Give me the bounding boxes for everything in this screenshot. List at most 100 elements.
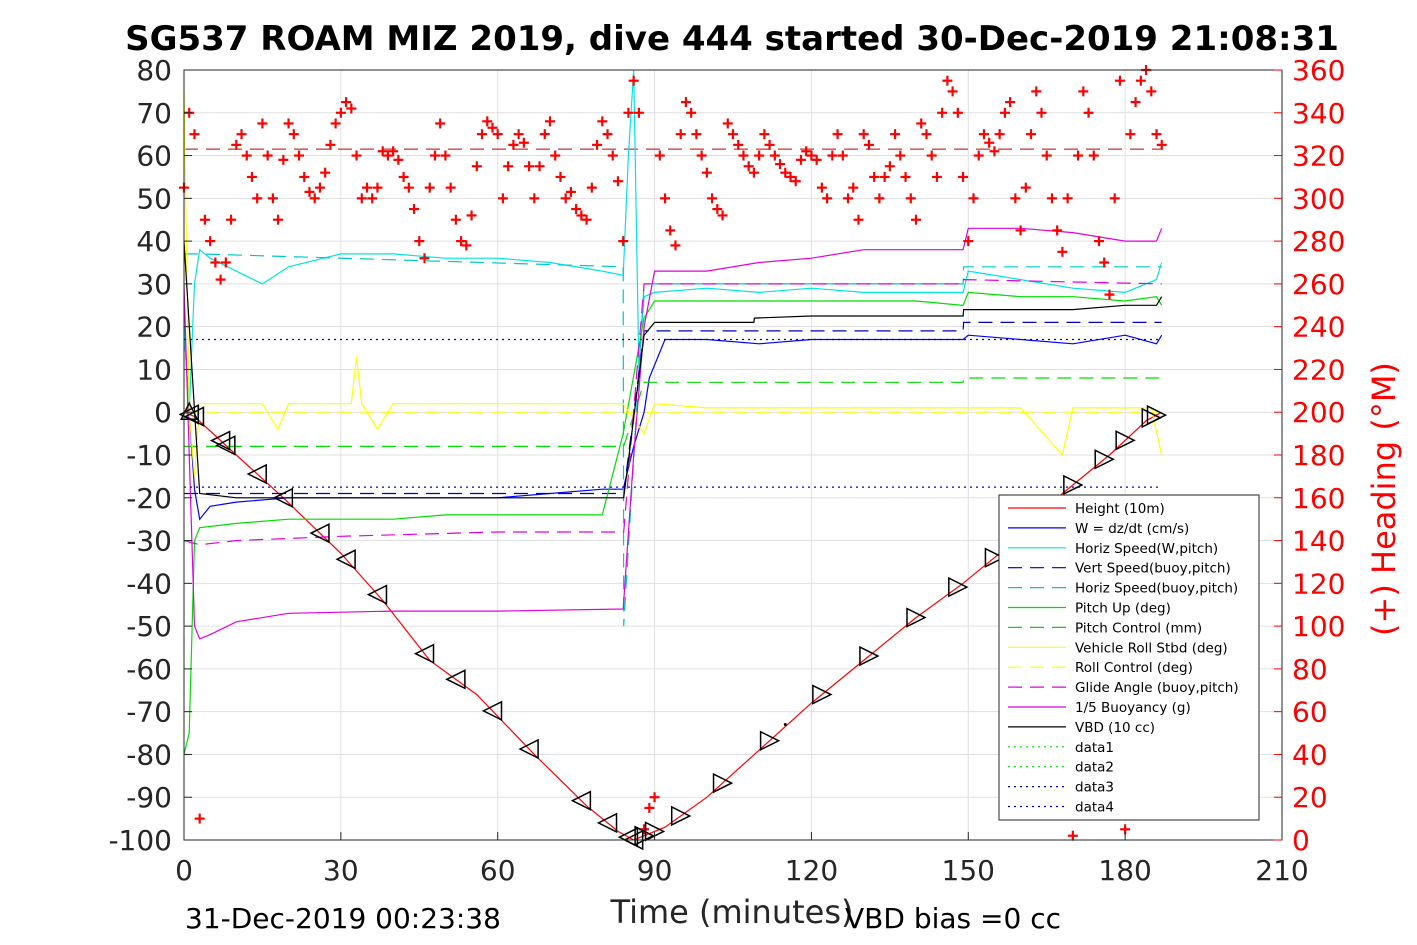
heading-point	[1135, 75, 1146, 86]
legend-entry-label: Height (10m)	[1075, 501, 1165, 517]
heading-point	[670, 240, 681, 251]
legend-box	[998, 494, 1260, 821]
heading-point	[780, 167, 791, 178]
heading-point	[680, 97, 691, 108]
right-axis-label: (+) Heading (°M)	[1365, 362, 1403, 636]
heading-point	[675, 129, 686, 140]
waypoint-marker-right	[1146, 404, 1168, 426]
heading-point	[686, 107, 697, 118]
heading-point	[1109, 193, 1120, 204]
heading-point	[435, 118, 446, 129]
heading-point	[440, 150, 451, 161]
heading-point	[576, 210, 587, 221]
heading-point	[529, 193, 540, 204]
heading-point	[524, 161, 535, 172]
waypoint-marker-left	[481, 700, 503, 722]
heading-point	[947, 86, 958, 97]
heading-point	[853, 214, 864, 225]
heading-point	[1114, 75, 1125, 86]
left-tick-label: -60	[126, 653, 172, 686]
waypoint-marker-left	[518, 738, 539, 760]
heading-point	[534, 161, 545, 172]
heading-point	[916, 118, 927, 129]
heading-point	[597, 116, 608, 127]
heading-point	[952, 107, 963, 118]
heading-point	[571, 204, 582, 215]
heading-point	[351, 150, 362, 161]
waypoint-marker-right	[984, 547, 1006, 568]
left-tick-label: -50	[126, 610, 172, 643]
heading-point	[372, 182, 383, 193]
waypoint-marker-right	[1094, 449, 1115, 470]
heading-point	[1151, 129, 1162, 140]
heading-point	[1036, 107, 1047, 118]
series-line-5	[183, 291, 1163, 755]
left-tick-label: -100	[108, 824, 172, 857]
heading-point	[205, 236, 216, 247]
legend-entry-label: VBD (10 cc)	[1075, 720, 1155, 736]
heading-point	[691, 129, 702, 140]
right-tick-label: 60	[1292, 696, 1328, 729]
heading-point	[466, 210, 477, 221]
tick-labels: 0 30 60 90 120 150 180 21080706050403020100-10-…	[108, 54, 1345, 887]
waypoint-marker-left	[309, 522, 330, 544]
heading-point	[482, 116, 493, 127]
heading-point	[508, 139, 519, 150]
heading-point	[471, 161, 482, 172]
waypoint-marker-left	[183, 406, 205, 427]
heading-point	[811, 154, 822, 165]
heading-point	[712, 204, 723, 215]
heading-point	[325, 139, 336, 150]
heading-point	[1078, 86, 1089, 97]
legend-entry-label: data3	[1075, 780, 1114, 796]
heading-point	[246, 171, 257, 182]
heading-point	[612, 176, 623, 187]
heading-point	[189, 129, 200, 140]
heading-point	[367, 193, 378, 204]
heading-point	[586, 182, 597, 193]
heading-point	[1094, 236, 1104, 247]
heading-point	[409, 204, 420, 215]
heading-point	[623, 107, 634, 118]
heading-point	[341, 97, 352, 108]
legend-entry-label: Roll Control (deg)	[1075, 660, 1193, 676]
x-tick-label: 150	[942, 854, 995, 887]
heading-markers	[179, 65, 1167, 841]
x-tick-label: 30	[323, 854, 359, 887]
heading-point	[545, 116, 555, 127]
heading-point	[388, 146, 399, 157]
heading-point	[555, 171, 566, 182]
heading-point	[775, 159, 786, 170]
heading-point	[785, 171, 796, 182]
heading-point	[1015, 225, 1026, 236]
heading-point	[362, 182, 372, 193]
left-tick-label: -90	[126, 781, 172, 814]
heading-point	[288, 129, 299, 140]
heading-point	[1146, 86, 1157, 97]
heading-point	[660, 193, 671, 204]
heading-point	[738, 150, 749, 161]
right-tick-label: 320	[1292, 140, 1345, 173]
heading-point	[973, 150, 984, 161]
heading-point	[1088, 150, 1099, 161]
heading-point	[869, 171, 880, 182]
waypoint-marker-right	[1115, 430, 1136, 451]
heading-point	[628, 75, 639, 86]
right-tick-label: 80	[1292, 653, 1328, 686]
series-line-9	[183, 278, 1162, 546]
heading-point	[733, 139, 744, 150]
heading-point	[1104, 289, 1115, 300]
right-tick-label: 240	[1292, 311, 1345, 344]
heading-point	[790, 176, 801, 187]
left-tick-label: -70	[126, 696, 172, 729]
heading-point	[743, 161, 754, 172]
heading-point	[382, 150, 393, 161]
legend-entry-label: Vehicle Roll Stbd (deg)	[1075, 640, 1228, 656]
heading-point	[262, 150, 273, 161]
heading-point	[497, 193, 508, 204]
heading-point	[769, 150, 780, 161]
heading-point	[654, 150, 665, 161]
heading-point	[1031, 86, 1042, 97]
heading-point	[837, 150, 848, 161]
heading-point	[989, 146, 1000, 157]
